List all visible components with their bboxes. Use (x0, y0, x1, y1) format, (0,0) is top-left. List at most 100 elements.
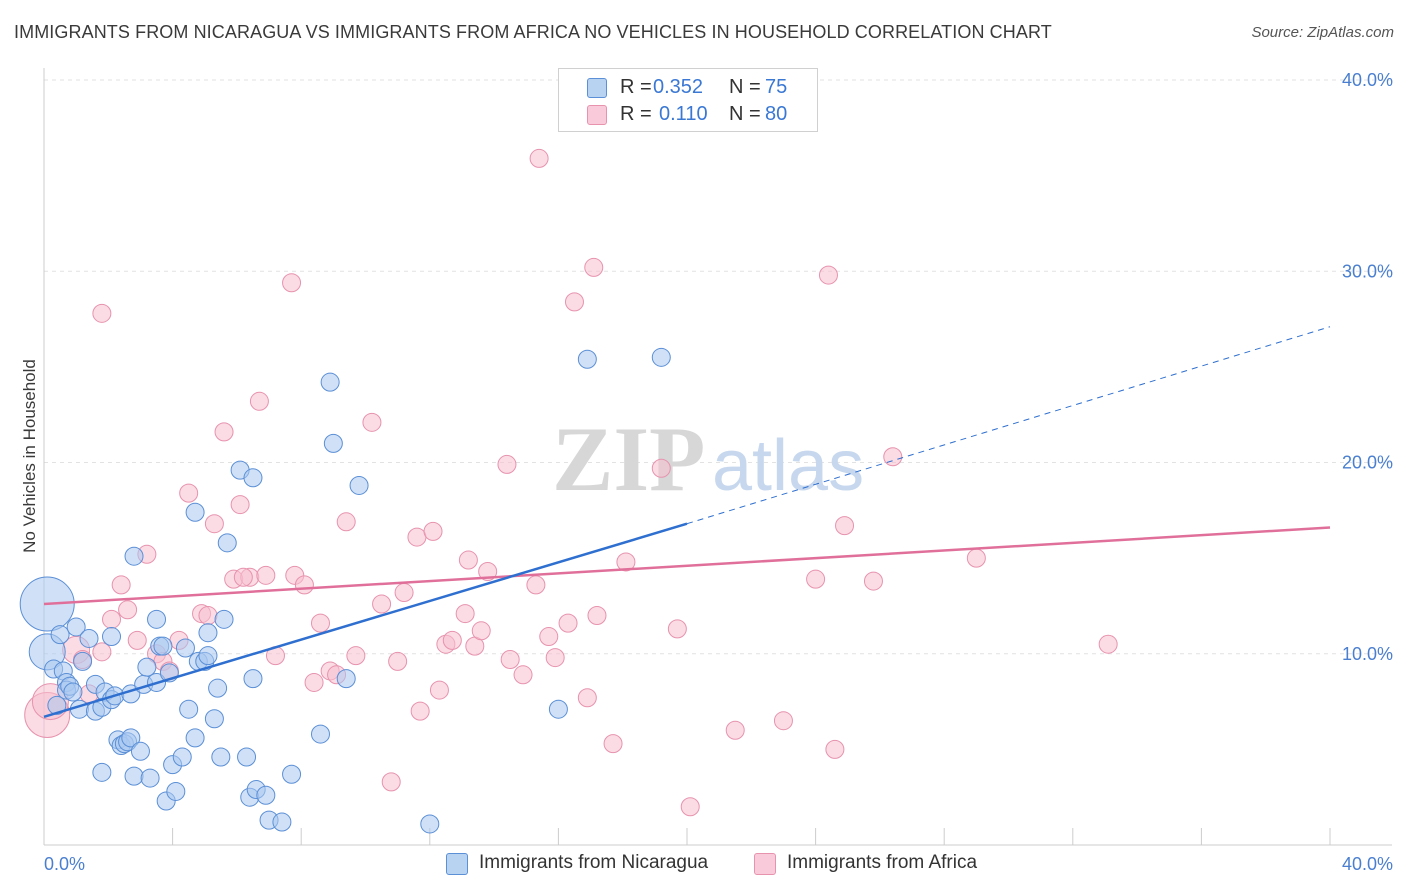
africa-point (526, 575, 546, 595)
nicaragua-point (208, 678, 228, 698)
nicaragua-point (336, 669, 356, 689)
watermark-atlas: atlas (712, 426, 864, 506)
nicaragua-legend-swatch (446, 853, 468, 875)
africa-point (587, 606, 607, 625)
africa-point (584, 257, 604, 277)
africa-point (230, 495, 250, 515)
y-tick-label: 10.0% (1342, 644, 1393, 664)
africa-point (429, 680, 449, 700)
africa-point (233, 567, 253, 587)
africa-point (294, 575, 314, 595)
nicaragua-point (198, 623, 218, 643)
nicaragua-point (323, 433, 343, 453)
watermark-zip: ZIP (552, 408, 705, 510)
nicaragua-point (211, 747, 231, 767)
nicaragua-point (50, 625, 70, 645)
africa-point (577, 688, 597, 708)
africa-point (204, 514, 224, 534)
africa-point (773, 711, 793, 731)
nicaragua-point (47, 695, 67, 715)
africa-point (616, 552, 636, 572)
nicaragua-series (19, 347, 671, 834)
nicaragua-point (185, 502, 205, 522)
africa-point (256, 565, 276, 585)
africa-point (471, 621, 491, 641)
africa-point (111, 575, 131, 595)
africa-point (500, 649, 520, 669)
trend-lines (43, 326, 1331, 719)
nicaragua-point (137, 657, 157, 677)
r-value-africa: 0.110 (659, 103, 708, 125)
r-label: R = (620, 76, 652, 98)
nicaragua-point (175, 638, 195, 658)
nicaragua-point (73, 651, 93, 671)
africa-point (336, 512, 356, 532)
legend-label-africa: Immigrants from Africa (787, 852, 978, 873)
africa-point (362, 412, 382, 432)
africa-point (198, 606, 218, 625)
africa-legend-swatch (754, 853, 776, 875)
nicaragua-point (179, 699, 199, 719)
africa-point (667, 619, 687, 639)
chart-title: IMMIGRANTS FROM NICARAGUA VS IMMIGRANTS … (14, 22, 1052, 42)
nicaragua-trend-extension (686, 326, 1331, 525)
stats-legend: R = 0.352 N = 75 R = 0.110 N = 80 (558, 68, 818, 132)
africa-point (214, 422, 234, 442)
africa-point (558, 613, 578, 633)
nicaragua-point (272, 812, 292, 832)
africa-point (304, 672, 324, 692)
nicaragua-point (256, 785, 276, 805)
africa-point (407, 527, 427, 547)
africa-point (529, 148, 549, 168)
y-tick-label: 40.0% (1342, 70, 1393, 90)
nicaragua-swatch (587, 78, 607, 98)
nicaragua-point (217, 533, 237, 553)
africa-point (102, 609, 122, 629)
africa-point (513, 665, 533, 685)
africa-point (1098, 634, 1118, 654)
africa-point (863, 571, 883, 591)
nicaragua-point (121, 728, 141, 748)
africa-point (92, 303, 112, 323)
africa-point (458, 550, 478, 570)
africa-point (603, 734, 623, 754)
x-tick-label: 40.0% (1342, 854, 1393, 874)
r-value-nicaragua: 0.352 (653, 76, 704, 98)
africa-point (282, 273, 302, 293)
africa-point (394, 583, 414, 603)
africa-point (455, 604, 475, 624)
africa-point (825, 739, 845, 759)
nicaragua-point (172, 747, 192, 767)
n-label: N = (729, 76, 761, 98)
africa-point (179, 483, 199, 503)
nicaragua-point (124, 546, 144, 566)
africa-point (883, 447, 903, 467)
nicaragua-point (102, 627, 122, 647)
africa-point (423, 521, 443, 541)
nicaragua-point (243, 669, 263, 689)
africa-point (381, 772, 401, 792)
africa-point (725, 720, 745, 740)
r-label: R = (620, 103, 652, 125)
nicaragua-point (349, 475, 369, 495)
nicaragua-point (92, 762, 112, 782)
y-axis-label: No Vehicles in Household (20, 359, 39, 553)
n-value-africa: 80 (765, 103, 788, 125)
nicaragua-point (214, 609, 234, 629)
nicaragua-point (198, 646, 218, 666)
africa-point (966, 548, 986, 568)
tick-labels: 10.0% 20.0% 30.0% 40.0% 0.0% 40.0% (44, 70, 1393, 874)
n-value-nicaragua: 75 (765, 76, 788, 98)
africa-point (806, 569, 826, 589)
africa-series (24, 148, 1118, 817)
nicaragua-trend-line (43, 522, 688, 719)
africa-point (310, 613, 330, 633)
africa-point (249, 391, 269, 411)
nicaragua-point (237, 747, 257, 767)
gridlines (44, 79, 1392, 655)
africa-point (410, 701, 430, 721)
x-tick-label: 0.0% (44, 854, 85, 874)
africa-point (835, 516, 855, 536)
nicaragua-point (147, 609, 167, 629)
